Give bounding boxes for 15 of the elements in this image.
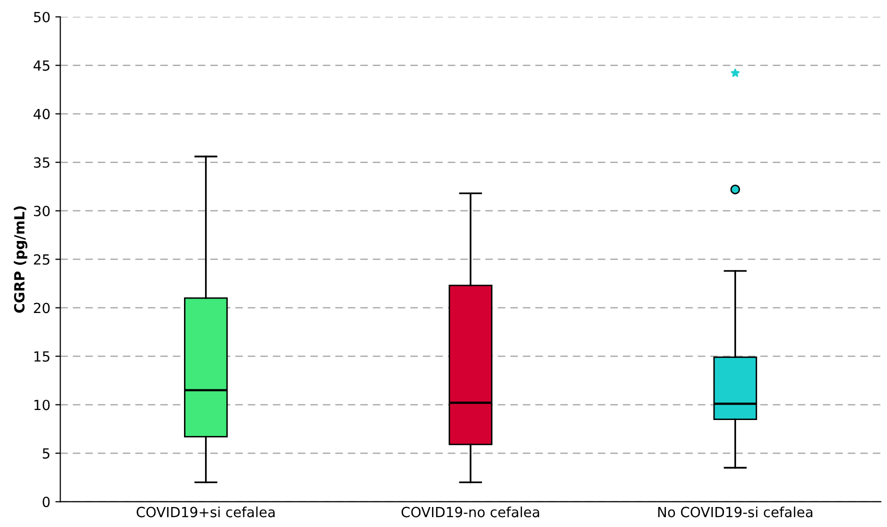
- y-axis-title: CGRP (pg/mL): [14, 206, 28, 313]
- y-tick-label: 0: [42, 496, 50, 508]
- y-tick-label: 15: [34, 351, 50, 362]
- y-tick-label: 5: [42, 448, 50, 459]
- x-tick-label: COVID19-no cefalea: [402, 506, 540, 518]
- x-tick-label: COVID19+si cefalea: [136, 506, 275, 518]
- y-tick-label: 45: [34, 60, 50, 71]
- y-tick-label: 40: [34, 108, 50, 120]
- y-tick-label: 30: [34, 206, 50, 216]
- y-tick-label: 20: [34, 302, 50, 314]
- y-tick-label: 25: [34, 254, 50, 265]
- x-tick-label: No COVID19-si cefalea: [658, 506, 812, 518]
- y-tick-label: 35: [34, 157, 50, 168]
- y-tick-label: 50: [34, 12, 50, 22]
- y-tick-label: 10: [34, 400, 50, 410]
